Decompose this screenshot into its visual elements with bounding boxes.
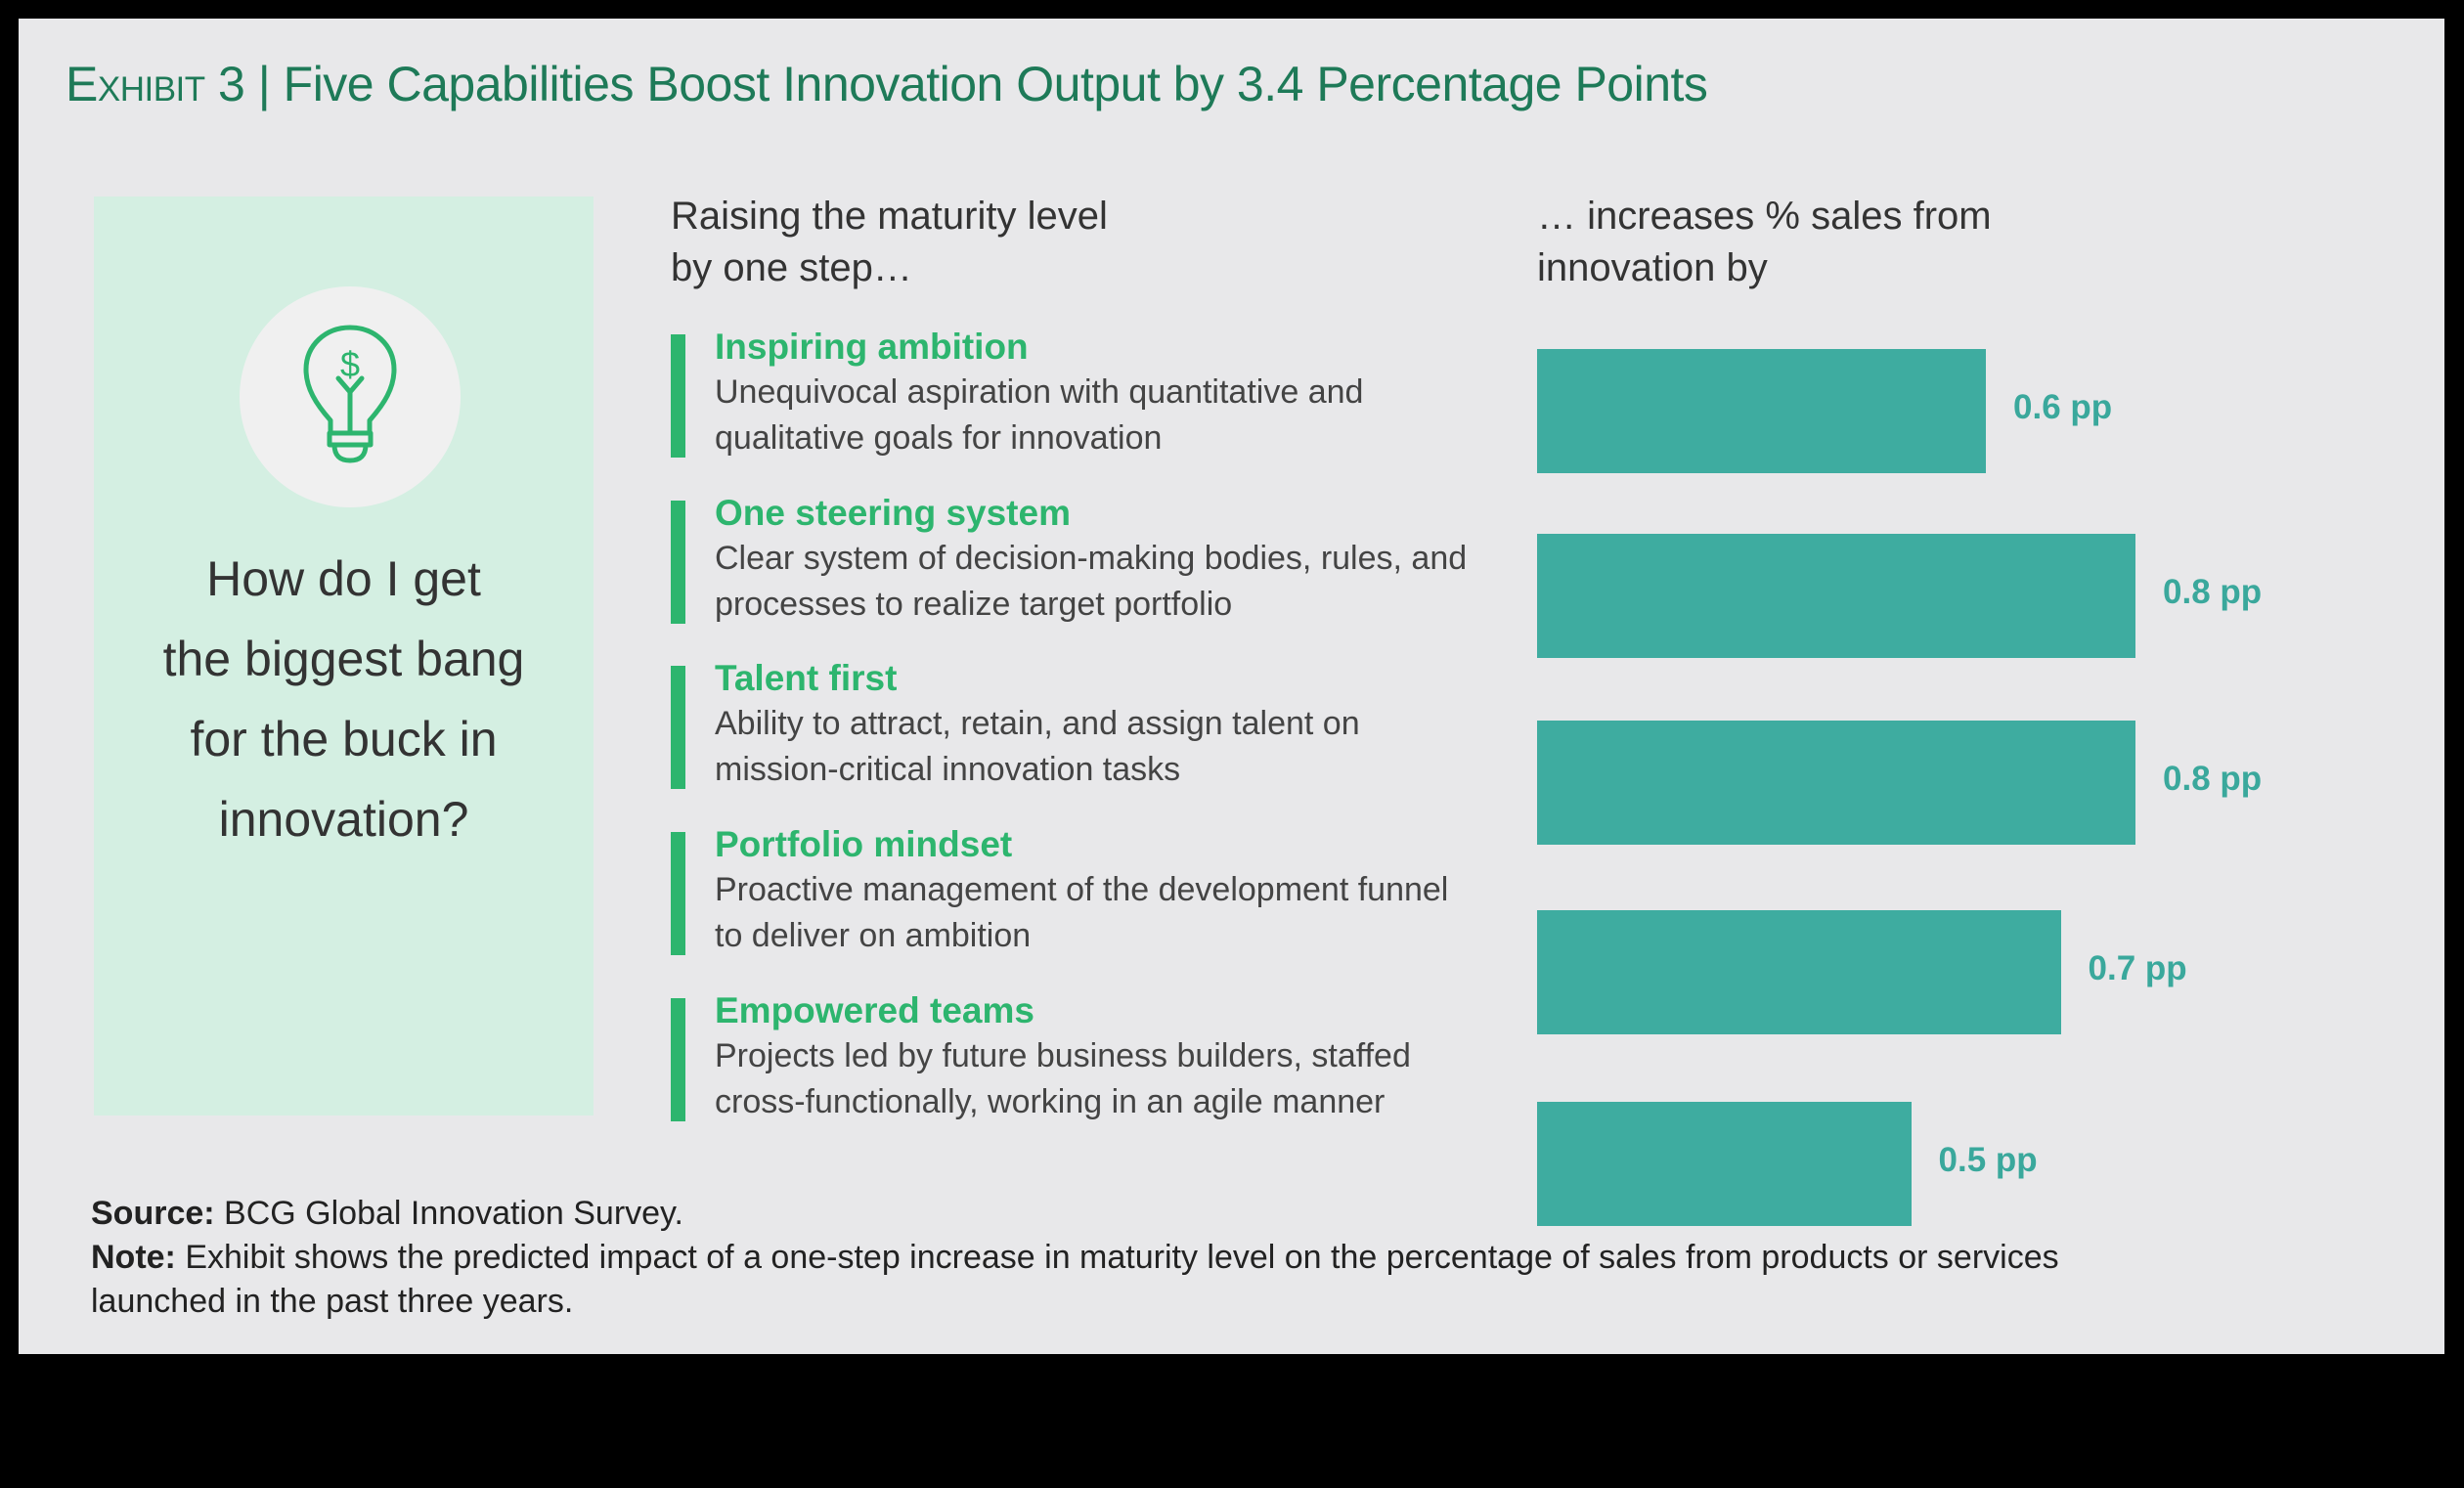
description-line: processes to realize target portfolio (715, 586, 1233, 623)
accent-bar (671, 666, 685, 789)
note-label: Note: (91, 1239, 176, 1276)
source-line: Source: BCG Global Innovation Survey. (91, 1192, 2340, 1236)
note-line: Note: Exhibit shows the predicted impact… (91, 1236, 2340, 1280)
capability-item: One steering system Clear system of deci… (671, 493, 1521, 626)
capability-title: Talent first (715, 658, 898, 698)
exhibit-title: Exhibit 3 | Five Capabilities Boost Inno… (66, 56, 1708, 112)
question-line: for the buck in (190, 712, 498, 766)
question-text: How do I get the biggest bang for the bu… (94, 539, 594, 859)
description-line: qualitative goals for innovation (715, 419, 1163, 457)
note-text-continued: launched in the past three years. (91, 1283, 574, 1320)
question-line: the biggest bang (162, 632, 525, 686)
bar-value-label: 0.6 pp (2013, 388, 2113, 426)
bar (1537, 349, 1986, 473)
description-line: Projects led by future business builders… (715, 1037, 1411, 1074)
source-text: BCG Global Innovation Survey. (214, 1195, 683, 1232)
icon-circle: $ (240, 286, 461, 507)
description-line: Clear system of decision-making bodies, … (715, 540, 1468, 577)
bar-value-label: 0.8 pp (2163, 760, 2263, 798)
title-separator: | (257, 57, 271, 111)
capability-title: Inspiring ambition (715, 327, 1029, 367)
left-column-header: Raising the maturity level by one step… (671, 191, 1108, 294)
bar-value-label: 0.8 pp (2163, 573, 2263, 611)
title-text: Five Capabilities Boost Innovation Outpu… (283, 57, 1708, 111)
bar-value-label: 0.5 pp (1938, 1141, 2038, 1179)
description-line: Unequivocal aspiration with quantitative… (715, 373, 1364, 411)
description-line: Proactive management of the development … (715, 871, 1449, 908)
bar (1537, 534, 2135, 658)
capability-item: Portfolio mindset Proactive management o… (671, 824, 1521, 957)
capability-description: Proactive management of the development … (715, 867, 1526, 959)
question-panel: $ How do I get the biggest bang for the … (94, 197, 594, 1116)
bar (1537, 910, 2061, 1034)
capability-description: Projects led by future business builders… (715, 1033, 1526, 1125)
capability-item: Talent first Ability to attract, retain,… (671, 658, 1521, 791)
source-label: Source: (91, 1195, 215, 1232)
accent-bar (671, 832, 685, 955)
capability-item: Inspiring ambition Unequivocal aspiratio… (671, 327, 1521, 460)
capability-description: Ability to attract, retain, and assign t… (715, 701, 1526, 793)
exhibit-number: Exhibit 3 (66, 57, 245, 111)
header-line: by one step… (671, 246, 912, 289)
accent-bar (671, 501, 685, 624)
capability-description: Unequivocal aspiration with quantitative… (715, 370, 1526, 461)
capability-title: One steering system (715, 493, 1071, 533)
bar (1537, 1102, 1912, 1226)
svg-text:$: $ (340, 344, 360, 384)
question-line: innovation? (218, 792, 469, 847)
capability-title: Empowered teams (715, 990, 1034, 1030)
description-line: to deliver on ambition (715, 917, 1032, 954)
header-line: Raising the maturity level (671, 195, 1108, 238)
accent-bar (671, 334, 685, 458)
description-line: cross-functionally, working in an agile … (715, 1083, 1386, 1120)
capability-item: Empowered teams Projects led by future b… (671, 990, 1521, 1123)
note-text: Exhibit shows the predicted impact of a … (175, 1239, 2059, 1276)
capability-title: Portfolio mindset (715, 824, 1013, 864)
lightbulb-dollar-icon: $ (303, 325, 397, 463)
footer: Source: BCG Global Innovation Survey. No… (91, 1192, 2340, 1324)
right-column-header: … increases % sales from innovation by (1537, 191, 1992, 294)
exhibit: Exhibit 3 | Five Capabilities Boost Inno… (19, 19, 2444, 1354)
bar (1537, 721, 2135, 845)
header-line: innovation by (1537, 246, 1768, 289)
bar-value-label: 0.7 pp (2088, 949, 2187, 987)
header-line: … increases % sales from (1537, 195, 1992, 238)
capability-description: Clear system of decision-making bodies, … (715, 536, 1526, 628)
description-line: Ability to attract, retain, and assign t… (715, 705, 1360, 742)
description-line: mission-critical innovation tasks (715, 751, 1181, 788)
accent-bar (671, 998, 685, 1121)
question-line: How do I get (206, 551, 481, 606)
